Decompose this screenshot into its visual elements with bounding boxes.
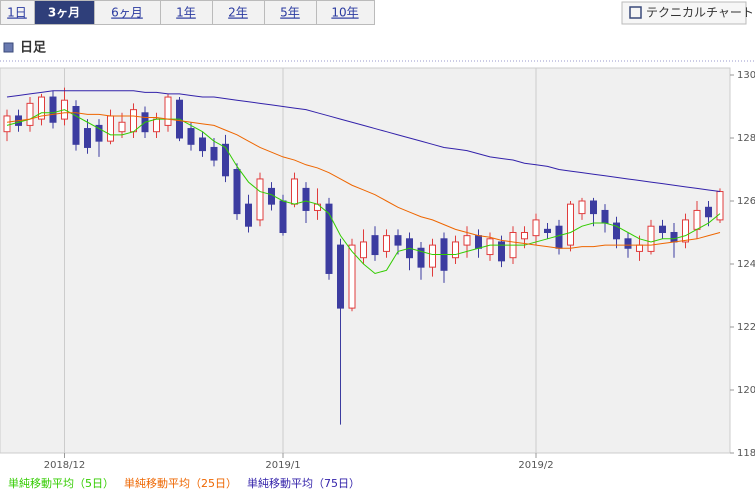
candle-body bbox=[38, 96, 45, 120]
candle-body bbox=[245, 203, 252, 227]
candle-body bbox=[417, 247, 425, 268]
candle-body bbox=[544, 228, 551, 234]
tab-label[interactable]: 3ヶ月 bbox=[48, 6, 80, 20]
legend-entry: 単純移動平均（25日） bbox=[124, 476, 237, 490]
candle-body bbox=[130, 109, 137, 133]
x-tick-label: 2019/2 bbox=[518, 460, 553, 471]
moving-average-line bbox=[6, 112, 721, 249]
candle-body bbox=[463, 235, 471, 246]
candle-body bbox=[682, 219, 689, 243]
candle-body bbox=[693, 209, 701, 230]
moving-average-line bbox=[6, 109, 721, 275]
candle-body bbox=[256, 178, 264, 221]
tab-label[interactable]: 1日 bbox=[7, 6, 27, 20]
candle-body bbox=[302, 187, 310, 211]
candle-body bbox=[578, 200, 586, 215]
x-tick-label: 2018/12 bbox=[44, 460, 86, 471]
y-tick-label: 120 bbox=[737, 385, 755, 396]
tab-label[interactable]: 6ヶ月 bbox=[111, 6, 143, 20]
tab[interactable] bbox=[212, 0, 265, 25]
candle-body bbox=[337, 244, 344, 309]
candle-body bbox=[647, 225, 655, 252]
candle-body bbox=[84, 128, 91, 148]
candle-body bbox=[348, 244, 356, 309]
candle-body bbox=[429, 244, 436, 268]
candle-body bbox=[601, 209, 609, 224]
candle-body bbox=[383, 235, 390, 252]
candle-body bbox=[360, 241, 367, 259]
candle-body bbox=[95, 124, 103, 142]
candle-body bbox=[636, 244, 643, 252]
tab[interactable] bbox=[34, 0, 95, 25]
candle-body bbox=[659, 225, 666, 233]
candle-body bbox=[555, 225, 563, 249]
candle-body bbox=[199, 137, 206, 152]
technical-chart-button[interactable] bbox=[621, 1, 747, 25]
heading: 日足 bbox=[20, 41, 47, 56]
candle-body bbox=[590, 200, 597, 215]
candle-body bbox=[371, 235, 379, 256]
y-tick-label: 118 bbox=[737, 448, 755, 459]
heading-icon bbox=[3, 42, 14, 53]
button-icon bbox=[629, 6, 642, 19]
candle-body bbox=[613, 222, 620, 240]
candle-body bbox=[187, 128, 195, 145]
candle-body bbox=[486, 238, 494, 256]
candle-body bbox=[279, 200, 287, 233]
candle-body bbox=[670, 232, 678, 243]
candle-body bbox=[394, 235, 402, 246]
candle-body bbox=[705, 206, 712, 218]
candle-body bbox=[452, 241, 459, 259]
y-tick-label: 124 bbox=[737, 259, 755, 270]
x-tick-label: 2019/1 bbox=[265, 460, 300, 471]
candle-body bbox=[624, 238, 632, 249]
candle-body bbox=[210, 146, 218, 161]
button-label[interactable]: テクニカルチャート bbox=[646, 6, 754, 20]
y-tick-label: 126 bbox=[737, 196, 755, 207]
candle-body bbox=[222, 143, 229, 177]
candle-body bbox=[291, 178, 298, 205]
candle-body bbox=[72, 106, 80, 145]
candle-body bbox=[498, 241, 505, 262]
tab[interactable] bbox=[94, 0, 161, 25]
legend-entry: 単純移動平均（5日） bbox=[8, 476, 114, 490]
candle-body bbox=[153, 118, 160, 133]
candle-body bbox=[107, 115, 114, 142]
candle-body bbox=[475, 235, 482, 249]
candle-body bbox=[26, 102, 34, 126]
candle-body bbox=[532, 219, 540, 237]
candle-body bbox=[164, 96, 172, 126]
candle-body bbox=[49, 96, 57, 123]
candle-body bbox=[3, 115, 11, 133]
tab-label[interactable]: 2年 bbox=[228, 6, 248, 20]
y-tick-label: 128 bbox=[737, 133, 755, 144]
y-tick-label: 122 bbox=[737, 322, 755, 333]
y-tick-label: 130 bbox=[737, 70, 755, 81]
tab-label[interactable]: 1年 bbox=[176, 6, 196, 20]
legend-entry: 単純移動平均（75日） bbox=[247, 476, 360, 490]
candle-body bbox=[567, 203, 574, 246]
candle-body bbox=[314, 203, 321, 211]
tab[interactable] bbox=[316, 0, 375, 25]
candle-body bbox=[233, 169, 241, 215]
tab-label[interactable]: 5年 bbox=[280, 6, 300, 20]
candle-body bbox=[325, 203, 333, 274]
candle-body bbox=[118, 121, 126, 133]
tab-label[interactable]: 10年 bbox=[331, 6, 358, 20]
moving-average-line bbox=[6, 90, 721, 193]
tab[interactable] bbox=[0, 0, 35, 25]
candle-body bbox=[521, 232, 528, 240]
